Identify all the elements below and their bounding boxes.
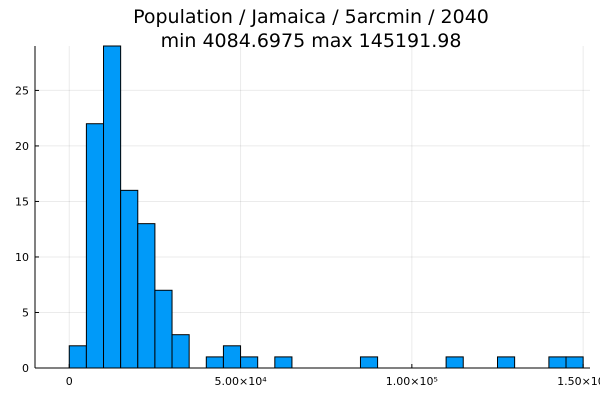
y-tick-label: 10 [15, 251, 29, 264]
x-tick-label: 1.00×10⁵ [386, 375, 438, 388]
histogram-bar [103, 45, 122, 369]
histogram-bar [359, 356, 379, 369]
histogram-bar [85, 123, 105, 369]
y-tick-labels: 0 5 10 15 20 25 [15, 84, 29, 375]
y-tick-label: 25 [15, 84, 29, 97]
histogram-bar [565, 356, 584, 369]
x-tick-label: 5.00×10⁴ [214, 375, 267, 388]
bars [68, 45, 584, 369]
x-tick-label: 1.50×10⁵ [557, 375, 600, 388]
histogram-bar [120, 189, 139, 369]
histogram-bar [497, 356, 516, 369]
histogram-bar [222, 345, 242, 369]
y-tick-label: 15 [15, 195, 29, 208]
histogram-bar [274, 356, 293, 369]
histogram-bar [445, 356, 464, 369]
histogram-bar [205, 356, 224, 369]
histogram-bar [240, 356, 259, 369]
chart-title-line1: Population / Jamaica / 5arcmin / 2040 [133, 6, 489, 28]
y-tick-label: 5 [22, 306, 29, 319]
histogram-bar [137, 223, 156, 369]
x-tick-label: 0 [66, 375, 73, 388]
histogram-bar [171, 334, 190, 369]
axes [34, 46, 590, 369]
histogram-bar [154, 289, 173, 369]
histogram-bar [548, 356, 567, 369]
y-tick-label: 20 [15, 140, 29, 153]
chart-title-line2: min 4084.6975 max 145191.98 [161, 30, 462, 52]
histogram-bar [68, 345, 87, 369]
x-tick-labels: 0 5.00×10⁴ 1.00×10⁵ 1.50×10⁵ [66, 375, 600, 388]
y-tick-label: 0 [22, 362, 29, 375]
